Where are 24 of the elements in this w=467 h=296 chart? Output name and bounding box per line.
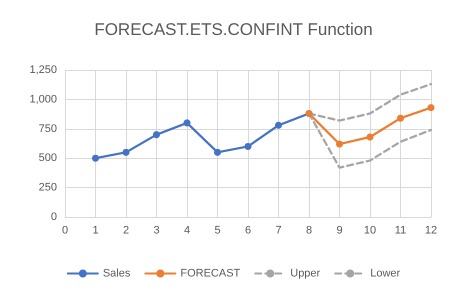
- y-tick-label: 250: [38, 182, 57, 194]
- y-tick-label: 750: [38, 122, 57, 135]
- legend-label: Lower: [370, 268, 400, 280]
- x-tick-label: 12: [424, 224, 438, 236]
- x-tick-label: 9: [336, 224, 343, 236]
- x-tick-label: 6: [244, 224, 252, 236]
- x-tick-label: 4: [184, 224, 190, 236]
- chart-title: FORECAST.ETS.CONFINT Function: [94, 20, 373, 39]
- x-tick-label: 0: [62, 224, 68, 236]
- y-tick-label: 500: [38, 152, 57, 164]
- y-tick-label: 1,000: [29, 93, 57, 106]
- x-tick-label: 8: [306, 224, 312, 236]
- x-tick-label: 10: [364, 224, 376, 236]
- x-tick-label: 3: [153, 224, 160, 236]
- x-tick-label: 5: [214, 224, 221, 236]
- x-tick-label: 11: [394, 224, 406, 236]
- x-tick-label: 1: [92, 224, 99, 236]
- x-tick-label: 7: [275, 224, 282, 236]
- y-tick-label: 1,250: [29, 64, 57, 76]
- legend-label: Sales: [102, 268, 131, 280]
- legend-label: FORECAST: [180, 268, 241, 280]
- x-tick-label: 2: [122, 224, 130, 236]
- legend-label: Upper: [290, 268, 321, 280]
- y-tick-label: 0: [50, 211, 57, 223]
